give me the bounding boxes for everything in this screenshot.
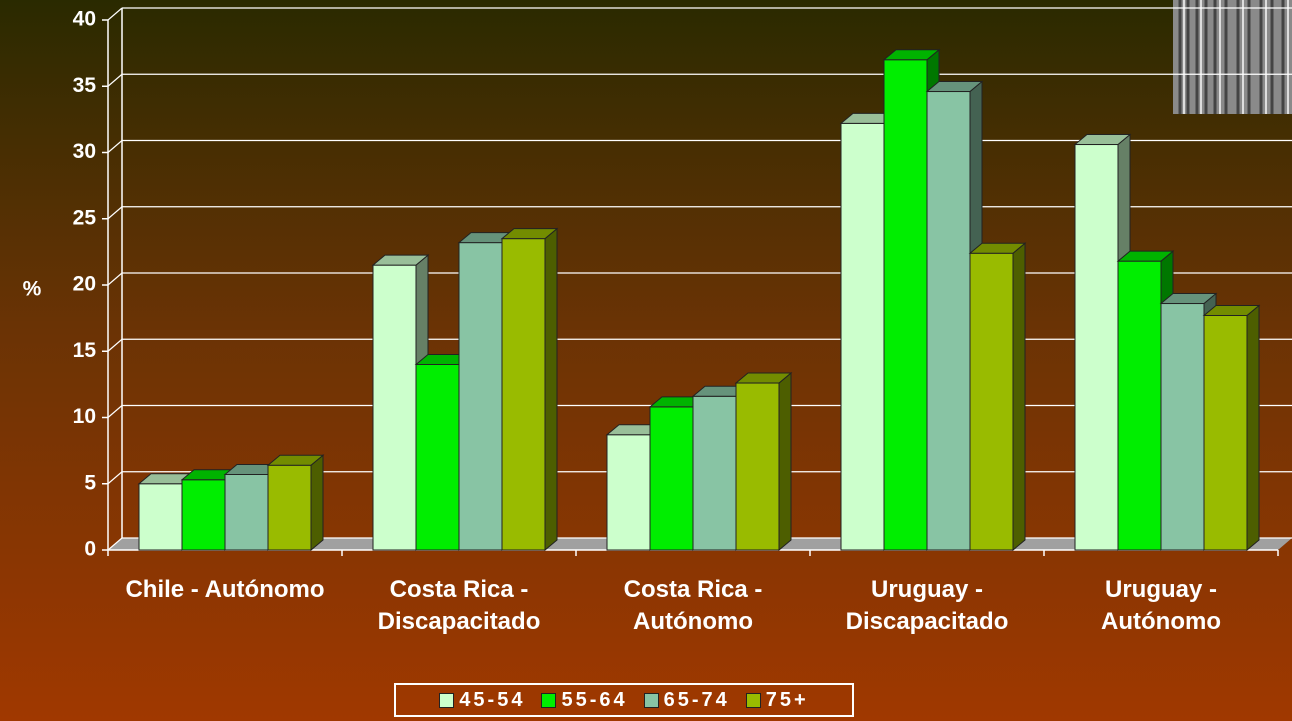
y-tick-label: 0 — [84, 538, 96, 561]
bar-front — [606, 434, 651, 551]
bar-front — [840, 122, 885, 551]
bar-front — [1203, 314, 1248, 551]
bar-side — [1012, 242, 1026, 552]
bar — [266, 454, 325, 552]
bar-front — [138, 483, 183, 551]
legend-label: 75+ — [765, 688, 809, 711]
grid-line-side — [107, 206, 123, 220]
bar-top — [968, 242, 1027, 254]
bar — [734, 371, 793, 552]
bar-front — [883, 59, 928, 551]
bar-top — [266, 454, 325, 466]
bar-top — [1202, 304, 1261, 316]
bar-front — [501, 238, 546, 551]
photo — [1173, 0, 1292, 114]
legend-label: 55-64 — [561, 688, 628, 711]
bar — [968, 242, 1027, 552]
bar-front — [692, 395, 737, 551]
legend-swatch — [643, 692, 659, 708]
y-axis-label: % — [23, 278, 42, 301]
bar-front — [415, 364, 460, 551]
bar-front — [1074, 144, 1119, 551]
grid-line-side — [107, 471, 123, 485]
y-tick-label: 20 — [73, 273, 96, 296]
legend: 45-54 55-64 65-74 75+ — [394, 683, 854, 717]
bar-front — [1117, 260, 1162, 551]
y-tick-label: 10 — [73, 405, 96, 428]
bar-top — [371, 254, 430, 266]
bar-front — [735, 382, 780, 551]
legend-item: 45-54 — [439, 689, 525, 712]
bar-top — [734, 372, 793, 384]
bar-side — [310, 454, 324, 552]
legend-label: 65-74 — [663, 688, 730, 711]
legend-swatch — [439, 692, 455, 708]
y-tick-label: 5 — [84, 471, 96, 494]
legend-swatch — [541, 692, 557, 708]
bar-side — [544, 227, 558, 552]
y-tick-label: 15 — [73, 339, 97, 362]
grid-line-side — [107, 537, 123, 551]
y-tick-label: 40 — [73, 8, 96, 31]
bar — [500, 227, 559, 552]
bar — [1202, 304, 1261, 552]
legend-item: 65-74 — [643, 688, 730, 712]
bar-front — [372, 264, 417, 551]
y-tick-label: 25 — [73, 206, 97, 229]
bar-top — [500, 228, 559, 240]
grid-line-side — [107, 338, 123, 352]
bar-top — [1116, 250, 1175, 262]
grid-line-side — [107, 7, 123, 21]
grid-line-side — [107, 405, 123, 418]
bar-top — [1073, 134, 1132, 146]
legend-item: 75+ — [745, 688, 809, 712]
grid-line-side — [107, 73, 123, 87]
bar-side — [1246, 304, 1260, 552]
bar-top — [925, 81, 984, 93]
x-tick-label: Chile - Autónomo — [125, 576, 325, 603]
grid-line-side — [107, 140, 123, 153]
bar-side — [778, 371, 792, 552]
bar-front — [458, 242, 503, 551]
bar-top — [882, 49, 941, 61]
x-tick-label: Uruguay - Autónomo — [1101, 576, 1221, 635]
bar-front — [1160, 303, 1205, 551]
legend-item: 55-64 — [541, 689, 627, 712]
legend-swatch — [745, 692, 761, 708]
bar-front — [926, 91, 971, 551]
bar-front — [224, 473, 269, 551]
bar-front — [969, 252, 1014, 551]
legend-label: 45-54 — [459, 688, 526, 711]
bar-front — [181, 479, 226, 551]
x-tick-label: Uruguay - Discapacitado — [845, 576, 1009, 635]
bar-top — [1159, 293, 1218, 305]
y-tick-label: 35 — [73, 74, 97, 97]
x-tick-label: Costa Rica - Discapacitado — [377, 576, 541, 635]
y-tick-label: 30 — [73, 140, 96, 163]
bar — [925, 80, 984, 552]
grid-line-side — [107, 272, 123, 286]
bar-front — [649, 406, 694, 551]
x-tick-label: Costa Rica - Autónomo — [623, 576, 763, 635]
bar-front — [267, 464, 312, 551]
